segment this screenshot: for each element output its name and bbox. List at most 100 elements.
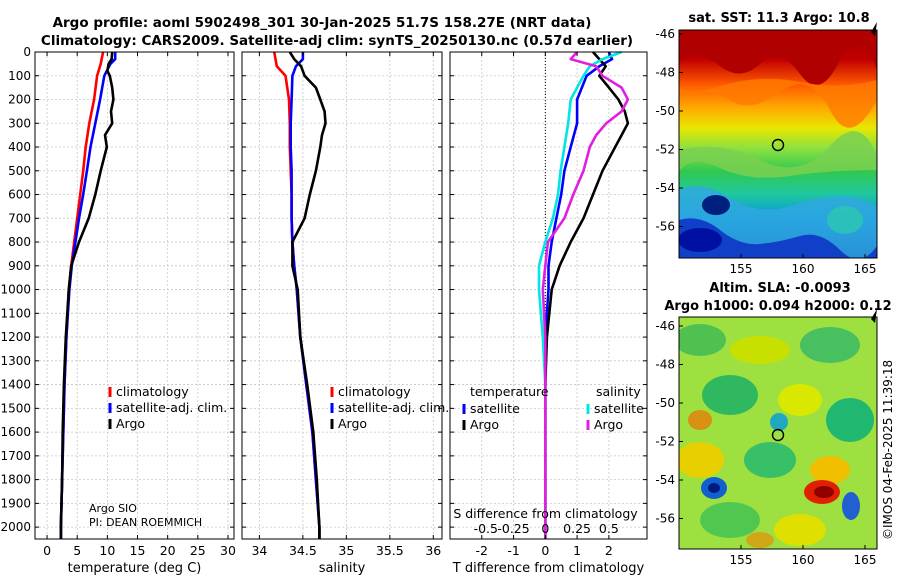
x-tick-label: 35.5 (376, 543, 404, 558)
lat-tick-label: -52 (655, 143, 675, 157)
y-tick-label: 0 (23, 45, 31, 59)
x-tick-label: 0 (43, 543, 51, 558)
x-tick-label: 15 (130, 543, 146, 558)
legend-label: satellite-adj. clim. (338, 400, 449, 415)
x-tick-label: -1 (507, 543, 519, 558)
x-tick-label-top: 0.25 (563, 521, 591, 536)
x-tick-label: 30 (220, 543, 236, 558)
legend-title-salinity: salinity (596, 384, 641, 399)
plot-frame (449, 51, 648, 540)
sst-float-marker (771, 138, 785, 152)
lat-tick-label: -48 (655, 358, 675, 372)
legend-label: satellite-adj. clim. (116, 400, 227, 415)
legend-label: Argo (470, 417, 499, 432)
y-tick-label: 900 (8, 259, 31, 273)
y-tick-label: 1200 (0, 330, 31, 344)
x-tick-label: 0 (541, 543, 549, 558)
lon-tick-label: 165 (854, 262, 877, 276)
y-tick-label: 600 (8, 188, 31, 202)
sla-map-axes: -46 -48 -50 -52 -54 -56 155 160 165 (655, 309, 877, 567)
x-tick-label-top: 0 (541, 521, 549, 536)
salinity-panel: 34 34.5 35 35.5 36 salinity climatologysatelli… (241, 51, 449, 576)
y-tick-label: 2000 (0, 520, 31, 534)
lon-tick-label: 155 (730, 553, 753, 567)
y-tick-label: 1300 (0, 354, 31, 368)
lon-tick-label: 160 (792, 262, 815, 276)
header-line1: Argo profile: aoml 5902498_301 30-Jan-20… (53, 15, 592, 31)
sst-map-title: sat. SST: 11.3 Argo: 10.8 (688, 11, 869, 26)
x-tick-label: 34 (251, 543, 267, 558)
lat-tick-label: -54 (655, 181, 675, 195)
y-tick-label: 400 (8, 140, 31, 154)
copyright-stamp: ©IMOS 04-Feb-2025 11:39:18 (881, 360, 895, 540)
y-tick-label: 1700 (0, 449, 31, 463)
y-tick-label: 1400 (0, 378, 31, 392)
sla-float-marker (771, 428, 785, 442)
plot-frame (241, 51, 443, 540)
x-tick-label: 35 (338, 543, 354, 558)
x-tick-label: 34.5 (289, 543, 317, 558)
sla-map-frame (678, 316, 878, 550)
lon-tick-label: 155 (730, 262, 753, 276)
y-tick-label: 1900 (0, 496, 31, 510)
difference-panel: -2 -1 0 1 2 T difference from climatology temp… (449, 50, 648, 576)
lat-tick-label: -46 (655, 27, 675, 41)
x-tick-label: -2 (476, 543, 488, 558)
lat-tick-label: -52 (655, 435, 675, 449)
credit-pi: PI: DEAN ROEMMICH (89, 516, 202, 529)
series-t-satellite (543, 51, 614, 539)
x-axis-label-top: S difference from climatology (453, 506, 638, 521)
legend-label: satellite (470, 401, 520, 416)
legend-label: Argo (594, 417, 623, 432)
y-tick-label: 700 (8, 211, 31, 225)
legend-label: Argo (116, 416, 145, 431)
lon-tick-label: 160 (792, 553, 815, 567)
sst-map-frame (678, 29, 878, 259)
sla-map-title1: Altim. SLA: -0.0093 (709, 281, 850, 296)
y-tick-label: 800 (8, 235, 31, 249)
y-tick-label: 1800 (0, 473, 31, 487)
lon-tick-label: 165 (854, 553, 877, 567)
sst-map (679, 30, 877, 258)
y-tick-label: 1600 (0, 425, 31, 439)
lat-tick-label: -48 (655, 66, 675, 80)
y-tick-label: 100 (8, 69, 31, 83)
y-tick-label: 200 (8, 93, 31, 107)
x-tick-label: 5 (73, 543, 81, 558)
legend-label: satellite (594, 401, 644, 416)
lat-tick-label: -56 (655, 220, 675, 234)
x-axis-label: temperature (deg C) (68, 561, 202, 576)
lat-tick-label: -56 (655, 512, 675, 526)
coastline (871, 22, 877, 36)
x-axis-label: T difference from climatology (452, 561, 645, 576)
credit-org: Argo SIO (89, 502, 137, 515)
x-tick-label: 1 (573, 543, 581, 558)
header-line2: Climatology: CARS2009. Satellite-adj cli… (41, 33, 633, 49)
legend-title-temperature: temperature (470, 384, 549, 399)
x-tick-label: 20 (160, 543, 176, 558)
temperature-panel: 0100200300400500600700800900100011001200… (0, 45, 236, 576)
plot-frame (34, 51, 235, 540)
lat-tick-label: -50 (655, 396, 675, 410)
y-tick-label: 300 (8, 116, 31, 130)
x-tick-label: 2 (605, 543, 613, 558)
lat-tick-label: -46 (655, 319, 675, 333)
series-argo (288, 51, 327, 539)
series-t-argo (543, 51, 630, 539)
series-argo (59, 51, 115, 539)
lat-tick-label: -50 (655, 104, 675, 118)
legend-label: climatology (338, 384, 411, 399)
legend-label: climatology (116, 384, 189, 399)
x-tick-label-top: -0.25 (497, 521, 529, 536)
x-axis-label: salinity (319, 561, 366, 576)
sla-map-title2: Argo h1000: 0.094 h2000: 0.12 (664, 299, 891, 314)
y-tick-label: 1000 (0, 283, 31, 297)
sla-map (679, 317, 877, 549)
y-tick-label: 500 (8, 164, 31, 178)
series-s-argo (541, 51, 630, 539)
x-tick-label-top: -0.5 (474, 521, 498, 536)
lat-tick-label: -54 (655, 473, 675, 487)
x-tick-label-top: 0.5 (599, 521, 619, 536)
coastline (871, 309, 877, 323)
sst-map-axes: -46 -48 -50 -52 -54 -56 155 160 165 (655, 22, 877, 276)
